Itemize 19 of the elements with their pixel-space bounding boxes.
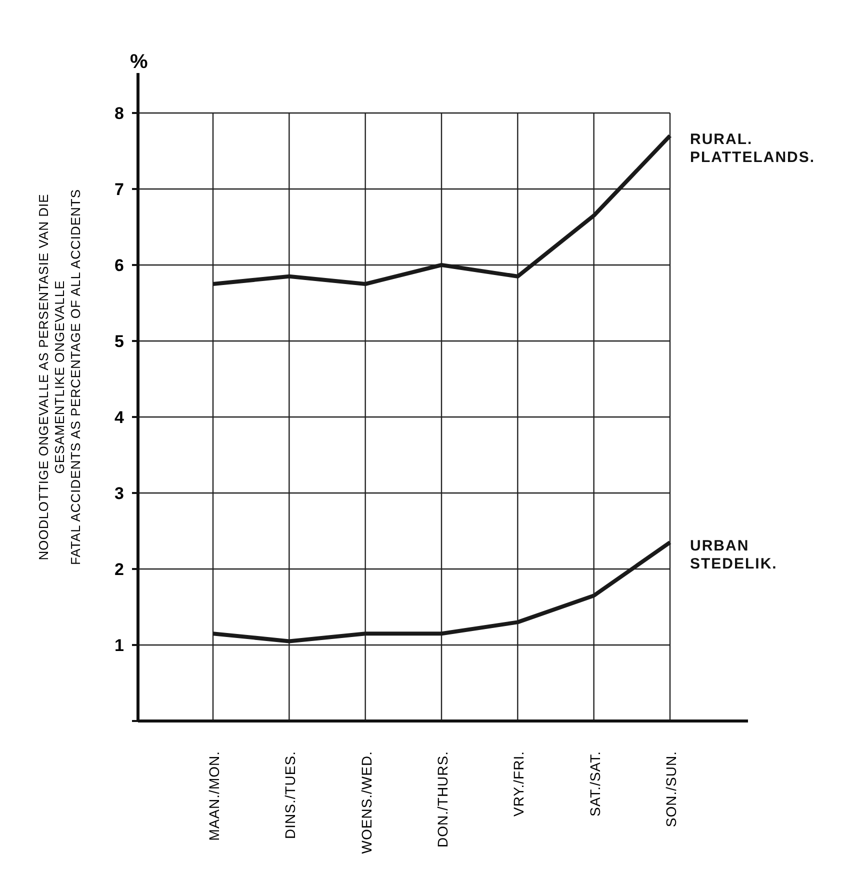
- y-tick-label: 6: [114, 256, 124, 275]
- x-tick-label: MAAN./MON.: [206, 751, 222, 841]
- y-tick-label: 2: [114, 560, 124, 579]
- y-tick-label: 1: [114, 636, 124, 655]
- y-tick-label: 4: [114, 408, 125, 427]
- x-tick-label: DINS./TUES.: [282, 751, 298, 839]
- y-tick-label: 7: [114, 180, 124, 199]
- y-tick-label: 5: [114, 332, 124, 351]
- x-tick-label: VRY./FRI.: [510, 751, 527, 816]
- x-tick-label: DON./THURS.: [434, 751, 450, 848]
- series-label: URBAN STEDELIK.: [690, 537, 778, 572]
- y-tick-label: 8: [114, 104, 124, 123]
- series-label: RURAL. PLATTELANDS.: [690, 130, 816, 166]
- x-tick-label: SON./SUN.: [663, 751, 679, 828]
- x-tick-label: WOENS./WED.: [358, 751, 374, 854]
- x-tick-label: SAT./SAT.: [586, 751, 603, 816]
- y-tick-label: 3: [114, 484, 124, 503]
- text: %: [130, 51, 148, 73]
- y-axis-title: NOODLOTTIGE ONGEVALLE AS PERSENTASIE VAN DIE GESAMENTLIKE ONGEVALLE FATAL ACCIDENTS AS PERCENTAGE OF ALL ACCIDENTS: [36, 188, 83, 566]
